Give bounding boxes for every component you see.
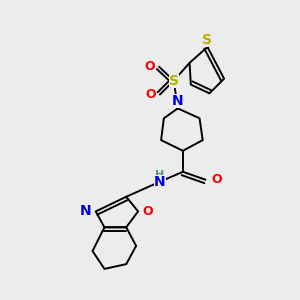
Text: O: O	[146, 88, 156, 101]
Text: O: O	[211, 173, 222, 186]
Text: N: N	[172, 94, 184, 108]
Text: S: S	[169, 74, 179, 88]
Text: O: O	[145, 60, 155, 73]
Text: O: O	[143, 205, 153, 218]
Text: N: N	[154, 175, 166, 189]
Text: S: S	[202, 33, 212, 47]
Text: H: H	[155, 169, 164, 180]
Text: N: N	[80, 204, 92, 218]
